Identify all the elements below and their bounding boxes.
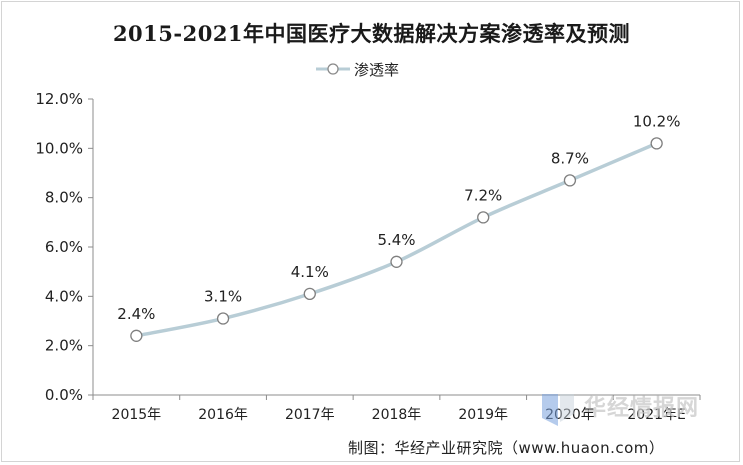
y-tick-label: 8.0% (45, 189, 83, 207)
x-tick-label: 2015年 (112, 407, 162, 423)
data-point (650, 137, 663, 150)
chart-title: 2015-2021年中国医疗大数据解决方案渗透率及预测 (112, 21, 631, 46)
data-label: 3.1% (204, 288, 242, 306)
y-tick-label: 10.0% (35, 139, 83, 157)
data-point (303, 287, 316, 301)
x-tick-label: 2018年 (372, 407, 422, 423)
x-tick-label: 2019年 (458, 407, 508, 423)
x-tick-label: 2021年E (627, 407, 685, 423)
data-point (216, 312, 230, 325)
data-labels: 2.4% 3.1% 4.1% 5.4% 7.2% 8.7% 10.2% (117, 112, 680, 322)
y-tick-label: 0.0% (45, 386, 83, 404)
data-label: 4.1% (291, 263, 329, 281)
x-tick-labels: 2015年 2016年 2017年 2018年 2019年 2020年 2021年E (92, 395, 701, 423)
credit-text: 制图：华经产业研究院（www.huaon.com） (348, 439, 665, 457)
data-label: 10.2% (633, 112, 681, 130)
data-point (563, 174, 577, 187)
x-tick-label: 2017年 (285, 407, 335, 423)
legend-marker (316, 63, 350, 75)
data-point (477, 211, 490, 224)
y-tick-label: 12.0% (35, 90, 83, 108)
y-tick-labels: 0.0% 2.0% 4.0% 6.0% 8.0% 10.0% 12.0% (35, 90, 93, 404)
legend: 渗透率 (316, 58, 399, 80)
x-tick-label: 2020年 (545, 407, 595, 423)
y-tick-label: 6.0% (45, 238, 83, 256)
data-label: 2.4% (117, 305, 155, 323)
y-tick-label: 4.0% (45, 287, 83, 305)
data-point (390, 255, 403, 268)
data-label: 5.4% (377, 231, 415, 249)
data-label: 8.7% (551, 149, 589, 167)
legend-label: 渗透率 (354, 60, 400, 79)
x-tick-label: 2016年 (198, 407, 248, 423)
data-points (130, 137, 663, 342)
y-tick-label: 2.0% (45, 337, 83, 355)
data-point (130, 329, 143, 342)
data-label: 7.2% (464, 186, 502, 204)
